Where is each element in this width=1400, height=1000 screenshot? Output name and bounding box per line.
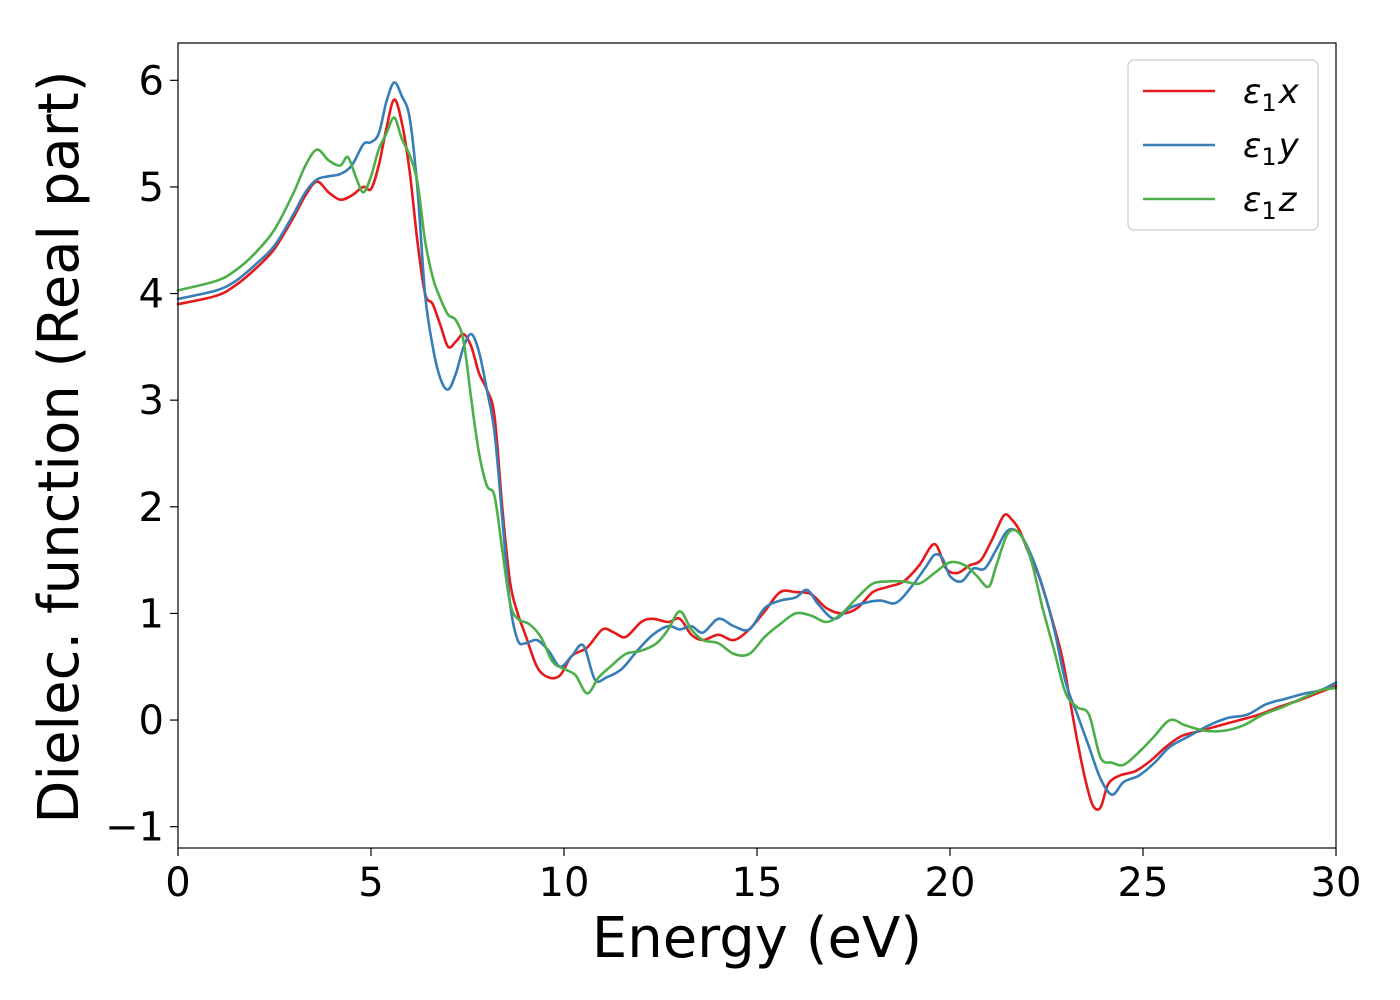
x-tick-label: 5 xyxy=(358,860,383,906)
y-tick-label: 2 xyxy=(139,485,164,531)
y-tick-label: 4 xyxy=(139,272,164,318)
y-axis: −1 0 1 2 3 4 5 6 xyxy=(105,58,178,851)
x-axis: 0 5 10 15 20 25 30 xyxy=(165,848,1361,906)
legend-label-y: ε1y xyxy=(1243,126,1300,171)
x-tick-label: 10 xyxy=(539,860,590,906)
y-tick-label: 1 xyxy=(139,591,164,637)
legend-box xyxy=(1127,59,1319,231)
x-axis-label: Energy (eV) xyxy=(592,906,922,971)
y-tick-label: 6 xyxy=(139,58,164,104)
x-tick-label: 0 xyxy=(165,860,190,906)
series-line-y xyxy=(176,81,1338,796)
series-lines xyxy=(176,81,1338,811)
y-tick-label: 3 xyxy=(139,378,164,424)
x-tick-label: 30 xyxy=(1311,860,1362,906)
y-tick-label: −1 xyxy=(105,805,164,851)
legend: ε1x ε1y ε1z xyxy=(1127,59,1319,231)
legend-label-x: ε1x xyxy=(1243,72,1300,117)
series-line-z xyxy=(176,116,1338,767)
y-axis-label: Dielec. function (Real part) xyxy=(27,70,92,823)
y-tick-label: 0 xyxy=(139,698,164,744)
legend-label-z: ε1z xyxy=(1243,180,1298,225)
x-tick-label: 20 xyxy=(925,860,976,906)
x-tick-label: 15 xyxy=(732,860,783,906)
y-tick-label: 5 xyxy=(139,165,164,211)
x-tick-label: 25 xyxy=(1118,860,1169,906)
